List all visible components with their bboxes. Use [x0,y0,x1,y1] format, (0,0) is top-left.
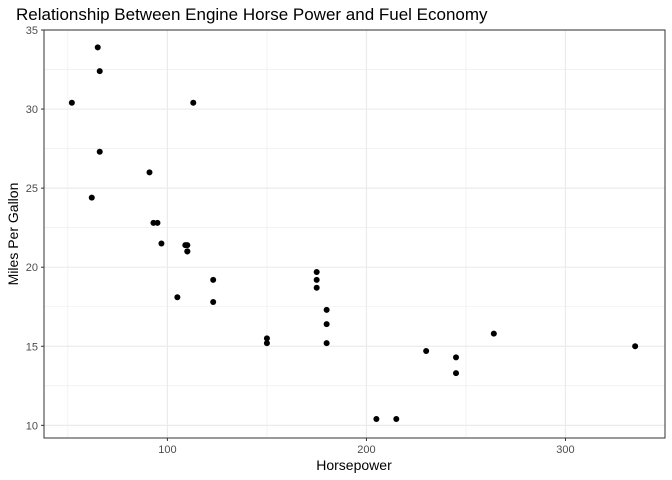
y-tick-label: 15 [26,341,38,353]
data-point [263,335,270,342]
y-tick-label: 20 [26,262,38,274]
y-tick-label: 10 [26,420,38,432]
data-point [146,169,153,176]
data-point [210,299,217,305]
y-tick-label: 25 [26,183,38,195]
data-point [154,219,161,226]
y-tick-label: 35 [26,25,38,37]
data-point [184,248,191,255]
x-tick-label: 300 [556,444,574,456]
y-axis: 10 15 20 25 30 35 [26,25,44,432]
x-axis: 100 200 300 [158,438,575,456]
data-point [490,330,497,337]
data-point [423,348,430,355]
data-point [190,99,197,106]
data-point [393,416,400,423]
plot-background [44,30,665,438]
x-tick-label: 200 [357,444,375,456]
data-point [210,276,217,283]
panel-border [43,29,666,439]
data-points [68,44,639,423]
data-point [182,242,189,249]
data-point [373,416,380,423]
data-point [313,284,320,291]
data-point [313,268,320,275]
x-tick-label: 100 [158,444,176,456]
data-point [68,99,75,106]
plot-panel [43,29,666,439]
data-point [453,370,460,377]
data-point [632,343,639,350]
data-point [323,340,330,347]
x-axis-title: Horsepower [316,457,392,473]
data-point [158,240,165,247]
y-axis-title: Miles Per Gallon [5,183,21,286]
data-point [453,354,460,361]
y-tick-label: 30 [26,104,38,116]
data-point [323,321,330,328]
minor-gridlines [44,30,666,438]
data-point [263,340,270,347]
data-point [96,148,103,155]
chart-title: Relationship Between Engine Horse Power … [16,5,488,24]
data-point [313,276,320,283]
data-point [88,194,95,201]
data-point [174,294,181,301]
data-point [323,306,330,313]
data-point [94,44,101,51]
data-point [96,68,103,75]
